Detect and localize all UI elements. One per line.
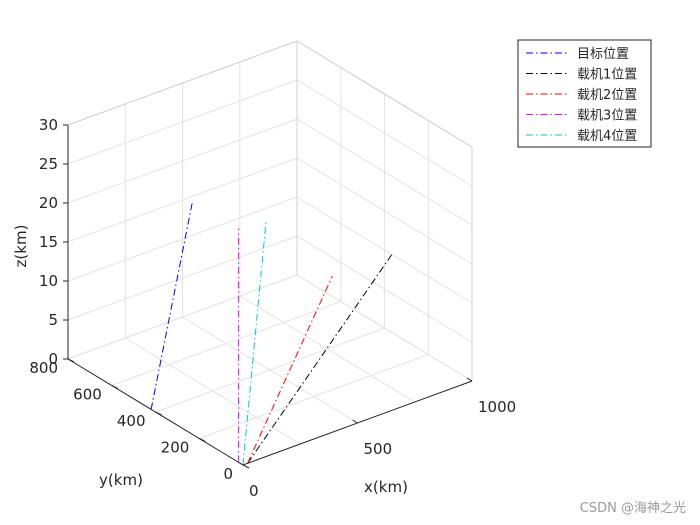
watermark-text: CSDN @海神之光 <box>580 501 686 516</box>
y-tick-mark <box>111 385 119 389</box>
y-tick-mark <box>67 358 75 363</box>
x-tick-mark <box>237 461 244 466</box>
legend-label-4: 载机3位置 <box>577 109 637 124</box>
series-line-3 <box>247 275 333 464</box>
x-tick-label: 0 <box>249 482 259 500</box>
z-tick-label: 5 <box>48 311 58 329</box>
grid-line-backwall-z <box>67 118 298 204</box>
x-tick-label: 1000 <box>478 398 516 416</box>
legend-label-3: 载机2位置 <box>577 88 637 103</box>
box-edge <box>296 40 473 148</box>
y-tick-mark <box>199 438 206 442</box>
z-tick-label: 20 <box>39 194 58 212</box>
y-tick-label: 200 <box>161 439 190 457</box>
legend-box <box>517 39 652 148</box>
y-tick-mark <box>242 464 250 469</box>
grid-line-backwall-z <box>67 274 298 360</box>
z-tick-label: 10 <box>39 272 58 290</box>
series-line-1 <box>150 200 194 410</box>
box-edge <box>67 40 298 126</box>
z-tick-label: 30 <box>39 116 58 134</box>
z-tick-label: 0 <box>48 350 58 368</box>
z-tick-label: 15 <box>39 233 58 251</box>
grid-line-backwall-z <box>67 235 298 321</box>
grid-line-backwall-z <box>67 196 298 282</box>
grid-line-sidewall-z <box>296 274 473 382</box>
y-tick-mark <box>155 411 162 416</box>
series-line-2 <box>247 254 393 464</box>
z-axis-label: z(km) <box>12 225 30 268</box>
axes-box <box>67 40 473 466</box>
z-tick-label: 25 <box>39 155 58 173</box>
grid-line-sidewall-z <box>296 235 473 343</box>
y-tick-label: 400 <box>117 412 146 430</box>
grid-line-backwall-z <box>67 157 298 243</box>
grid-line-sidewall-z <box>296 118 473 226</box>
y-tick-label: 600 <box>73 386 102 404</box>
grid-line-backwall-z <box>67 79 298 165</box>
x-tick-mark <box>352 419 358 424</box>
legend-label-2: 载机1位置 <box>577 68 637 83</box>
x-tick-mark <box>466 377 473 382</box>
x-tick-label: 500 <box>364 440 393 458</box>
legend-label-5: 载机4位置 <box>577 129 637 144</box>
y-tick-label: 800 <box>29 359 58 377</box>
y-axis-label: y(km) <box>99 471 143 489</box>
grid-line-sidewall-z <box>296 157 473 265</box>
series-layer <box>150 200 393 466</box>
series-line-5 <box>242 222 267 466</box>
grid-line-floor-y <box>111 301 341 386</box>
grid-layer <box>67 40 473 466</box>
y-tick-label: 0 <box>223 465 233 483</box>
grid-line-sidewall-z <box>296 196 473 304</box>
grid-line-sidewall-z <box>296 79 473 187</box>
grid-line-floor-y <box>199 354 429 439</box>
grid-line-floor-y <box>155 327 385 413</box>
legend-label-1: 目标位置 <box>577 47 629 62</box>
x-axis-label: x(km) <box>364 478 408 496</box>
